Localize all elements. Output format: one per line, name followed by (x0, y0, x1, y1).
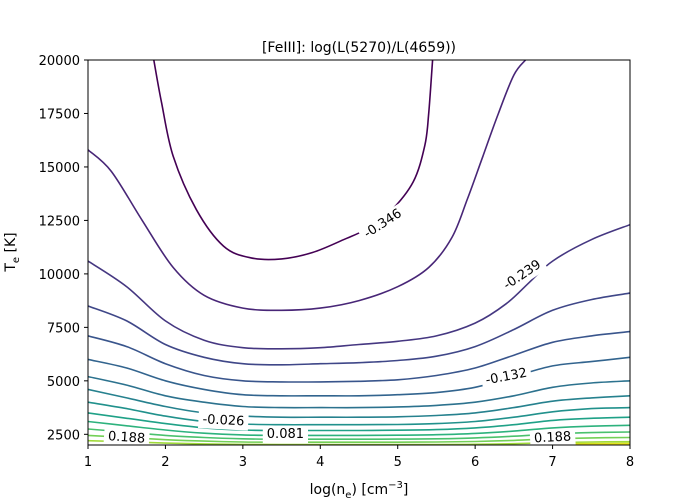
contour-lines (88, 60, 630, 445)
contour-line-9 (88, 412, 630, 432)
contour-label-gap (262, 426, 308, 444)
contour-label-text: 0.081 (267, 427, 304, 442)
plot-frame (87, 59, 631, 446)
contour-line-0 (153, 60, 434, 261)
contour-label-gap (103, 427, 150, 448)
x-axis-label: log(ne) [cm−3] (310, 480, 409, 500)
x-tick-label: 4 (316, 455, 324, 470)
x-tick-label: 5 (394, 455, 402, 470)
contour-line-10 (88, 420, 630, 437)
y-tick-label: 15000 (39, 161, 80, 176)
contour-line-4 (88, 330, 630, 383)
contour-label-3: -0.026 (198, 411, 249, 431)
contour-label-gap (480, 363, 533, 391)
y-tick-label: 2500 (47, 428, 80, 443)
y-tick-label: 10000 (39, 268, 80, 283)
contour-line-6 (88, 375, 630, 409)
x-tick-label: 2 (161, 455, 169, 470)
y-tick-label: 17500 (39, 107, 80, 122)
y-axis-label: Te [K] (3, 232, 22, 272)
x-tick-label: 6 (471, 455, 479, 470)
x-axis-ticks: 1 2 3 4 5 6 7 8 (84, 445, 634, 470)
y-tick-label: 20000 (39, 54, 80, 69)
contour-line-3 (88, 292, 630, 366)
y-tick-label: 12500 (39, 214, 80, 229)
y-tick-label: 7500 (47, 321, 80, 336)
x-tick-label: 1 (84, 455, 92, 470)
contour-label-5: 0.188 (103, 427, 150, 448)
y-axis-ticks: 2500 5000 7500 10000 12500 15000 17500 20000 (39, 54, 88, 443)
contour-label-gap (529, 428, 576, 448)
x-tick-label: 3 (239, 455, 247, 470)
chart-title: [FeIII]: log(L(5270)/L(4659)) (262, 40, 456, 56)
contour-line-5 (88, 356, 630, 397)
contour-label-gap (198, 411, 249, 431)
contour-label-4: 0.081 (262, 426, 308, 444)
contour-line-1 (88, 60, 527, 312)
contour-line-7 (88, 388, 630, 419)
x-tick-label: 7 (548, 455, 556, 470)
contour-label-text: -0.026 (202, 412, 245, 429)
y-tick-label: 5000 (47, 375, 80, 390)
contour-line-8 (88, 401, 630, 426)
contour-label-6: 0.188 (529, 428, 576, 448)
x-tick-label: 8 (626, 455, 634, 470)
contour-label-gap (496, 254, 548, 297)
contour-label-text: 0.188 (534, 429, 572, 446)
contour-label-text: 0.188 (108, 429, 146, 447)
contour-label-2: -0.132 (480, 363, 533, 391)
contour-label-gap (357, 203, 409, 245)
